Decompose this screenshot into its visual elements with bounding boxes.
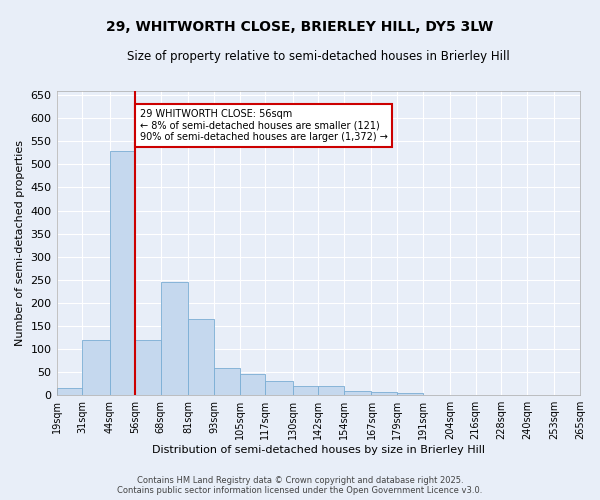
Bar [371,392,397,395]
Bar [214,368,239,395]
Bar [318,386,344,395]
Bar [188,319,214,395]
Bar [110,150,135,395]
Bar [56,388,82,395]
Bar [239,374,265,395]
Bar [82,340,110,395]
Bar [397,393,422,395]
Bar [344,390,371,395]
X-axis label: Distribution of semi-detached houses by size in Brierley Hill: Distribution of semi-detached houses by … [152,445,485,455]
Bar [135,340,161,395]
Text: 29, WHITWORTH CLOSE, BRIERLEY HILL, DY5 3LW: 29, WHITWORTH CLOSE, BRIERLEY HILL, DY5 … [106,20,494,34]
Text: Contains HM Land Registry data © Crown copyright and database right 2025.
Contai: Contains HM Land Registry data © Crown c… [118,476,482,495]
Bar [293,386,318,395]
Title: Size of property relative to semi-detached houses in Brierley Hill: Size of property relative to semi-detach… [127,50,509,63]
Y-axis label: Number of semi-detached properties: Number of semi-detached properties [15,140,25,346]
Bar [265,382,293,395]
Bar [161,282,188,395]
Text: 29 WHITWORTH CLOSE: 56sqm
← 8% of semi-detached houses are smaller (121)
90% of : 29 WHITWORTH CLOSE: 56sqm ← 8% of semi-d… [140,109,388,142]
